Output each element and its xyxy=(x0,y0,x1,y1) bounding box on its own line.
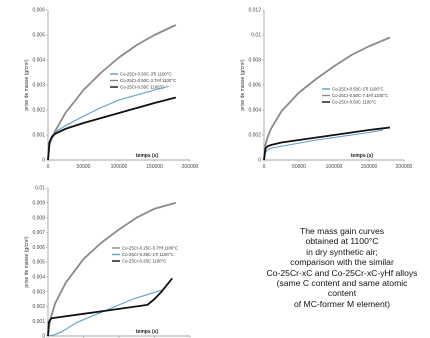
legend-entry: Co-25Cr-0.50C-3Ti 1100°C xyxy=(120,72,172,77)
y-tick-label: 0.005 xyxy=(32,33,45,39)
y-tick-label: 0.005 xyxy=(32,260,45,266)
y-tick-label: 0 xyxy=(258,158,261,164)
x-tick-label: 150000 xyxy=(146,164,163,170)
chart-top-right: 0 0.002 0.004 0.006 0.008 0.01 0.012 0 50000 1000… xyxy=(240,8,413,170)
x-tick-label: 0 xyxy=(263,164,266,170)
y-tick-label: 0 xyxy=(42,158,45,164)
x-axis-label: temps (s) xyxy=(351,153,374,159)
series-line-1 xyxy=(47,289,162,337)
x-axis-label: temps (s) xyxy=(136,329,159,335)
caption-line: obtained at 1100°C xyxy=(305,236,379,247)
y-tick-label: 0.006 xyxy=(248,83,261,89)
y-tick-label: 0.003 xyxy=(32,83,45,89)
y-tick-label: 0.01 xyxy=(251,33,261,39)
series-line-2 xyxy=(47,277,173,337)
series-line-1 xyxy=(263,36,391,161)
caption-line: Co-25Cr-xC and Co-25Cr-xC-yHf alloys xyxy=(266,267,418,278)
series-line-0 xyxy=(47,85,169,161)
legend-entry: Co-25Cr-0.50C-7.4Hf 1100°C xyxy=(332,93,388,98)
caption-line: of MC-former M element) xyxy=(294,298,390,309)
x-axis-label: temps (s) xyxy=(136,153,159,159)
legend-entry: Co-25Cr-0.50C 1100°C xyxy=(120,85,164,90)
y-tick-label: 0.006 xyxy=(32,8,45,14)
x-tick-label: 200000 xyxy=(396,164,413,170)
y-tick-label: 0.01 xyxy=(35,186,45,192)
caption-line: comparison with the similar xyxy=(290,257,394,268)
y-tick-label: 0.004 xyxy=(248,108,261,114)
chart-top-left: 0 0.001 0.002 0.003 0.004 0.005 0.006 0 50000 100… xyxy=(24,8,199,170)
legend-entry: Co-25Cr-0.25C-3.7Hf 1100°C xyxy=(122,246,178,251)
y-tick-label: 0.004 xyxy=(32,58,45,64)
legend-entry: Co-25Cr-0.50C-3.7Hf 1100°C xyxy=(120,78,176,83)
y-tick-label: 0.007 xyxy=(32,230,45,236)
y-tick-label: 0.002 xyxy=(32,304,45,310)
caption-line: content xyxy=(327,288,357,299)
y-tick-label: 0.001 xyxy=(32,319,45,325)
series-line-2 xyxy=(47,96,177,161)
y-tick-label: 0.009 xyxy=(32,201,45,207)
caption-line: in dry synthetic air; xyxy=(306,246,378,257)
y-tick-label: 0.008 xyxy=(32,215,45,221)
x-tick-label: 100000 xyxy=(326,164,343,170)
caption-line: The mass gain curves xyxy=(299,226,385,236)
series-line-0 xyxy=(263,129,384,161)
y-tick-label: 0.008 xyxy=(248,58,261,64)
x-tick-label: 50000 xyxy=(292,164,306,170)
series-line-2 xyxy=(263,126,391,161)
y-tick-label: 0.001 xyxy=(32,133,45,139)
caption-line: (same C content and same atomic xyxy=(276,278,408,289)
y-tick-label: 0.004 xyxy=(32,275,45,281)
x-tick-label: 50000 xyxy=(77,164,91,170)
y-axis-label: prise de masse (g/cm²) xyxy=(24,59,30,110)
y-axis-label: prise de masse (g/cm²) xyxy=(24,236,30,287)
legend-entry: Co-25Cr-0.25C-1Ti 1100°C xyxy=(122,252,174,257)
legend-entry: Co-25Cr-0.25C 1100°C xyxy=(122,259,166,264)
y-tick-label: 0.012 xyxy=(248,8,261,14)
x-tick-label: 200000 xyxy=(182,164,199,170)
x-tick-label: 150000 xyxy=(361,164,378,170)
chart-bottom-left: 0 0.001 0.002 0.003 0.004 0.005 0.006 0.007 0.00… xyxy=(24,186,191,338)
y-tick-label: 0.002 xyxy=(248,133,261,139)
y-tick-label: 0 xyxy=(42,334,45,338)
y-tick-label: 0.002 xyxy=(32,108,45,114)
legend-entry: Co-25Cr-0.50C-2Ti 1100°C xyxy=(332,87,384,92)
y-tick-label: 0.003 xyxy=(32,289,45,295)
y-axis-label: prise de masse (g/cm²) xyxy=(240,59,246,110)
series-line-1 xyxy=(47,24,177,161)
figure-caption: The mass gain curves obtained at 1100°C … xyxy=(262,226,422,309)
x-tick-label: 0 xyxy=(47,164,50,170)
y-tick-label: 0.006 xyxy=(32,245,45,251)
x-tick-label: 100000 xyxy=(111,164,128,170)
legend-entry: Co-25Cr-0.50C 1100°C xyxy=(332,100,376,105)
